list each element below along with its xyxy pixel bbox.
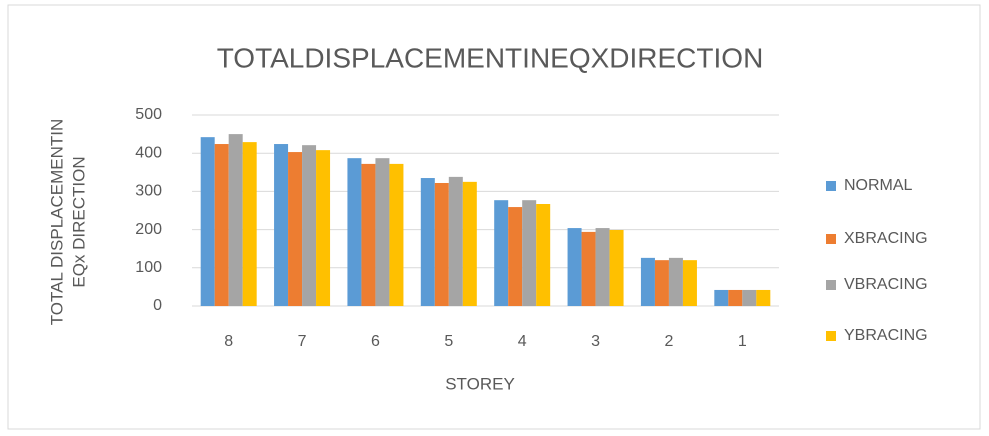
- bar: [682, 260, 697, 306]
- bar: [728, 289, 743, 306]
- y-tick-label: 500: [135, 106, 162, 123]
- legend-label: XBRACING: [844, 230, 928, 247]
- bar: [448, 176, 463, 306]
- x-tick-label: 8: [224, 333, 233, 350]
- y-tick-label: 400: [135, 144, 162, 161]
- bar: [536, 204, 551, 306]
- y-axis-label-line: EQx DIRECTION: [69, 156, 88, 287]
- bar: [361, 163, 376, 306]
- legend-swatch: [826, 331, 836, 341]
- bar: [742, 289, 757, 306]
- legend-label: YBRACING: [844, 327, 928, 344]
- bar: [508, 207, 523, 306]
- bar: [375, 158, 390, 306]
- x-tick-label: 1: [738, 333, 747, 350]
- x-tick-label: 7: [298, 333, 307, 350]
- y-tick-label: 200: [135, 221, 162, 238]
- x-axis-label: STOREY: [445, 374, 515, 393]
- bar: [434, 182, 449, 306]
- x-tick-label: 4: [518, 333, 527, 350]
- legend-swatch: [826, 234, 836, 244]
- chart-frame: [7, 4, 981, 430]
- bar: [654, 260, 669, 306]
- legend-swatch: [826, 181, 836, 191]
- y-tick-label: 100: [135, 259, 162, 276]
- bar: [756, 289, 771, 306]
- bar: [214, 144, 229, 306]
- x-tick-label: 6: [371, 333, 380, 350]
- bar: [302, 145, 317, 306]
- bar: [668, 257, 683, 306]
- x-tick-label: 3: [591, 333, 600, 350]
- bar: [242, 142, 257, 306]
- bar: [274, 144, 289, 306]
- bar: [522, 200, 537, 306]
- bar: [595, 228, 610, 306]
- x-tick-label: 5: [444, 333, 453, 350]
- bar: [389, 163, 404, 306]
- bar: [420, 178, 435, 306]
- bar: [200, 137, 215, 306]
- legend-label: VBRACING: [844, 276, 928, 293]
- x-tick-label: 2: [664, 333, 673, 350]
- bar: [228, 134, 243, 306]
- bar: [347, 158, 362, 306]
- y-tick-label: 300: [135, 183, 162, 200]
- bar: [494, 200, 509, 306]
- bar: [462, 181, 477, 306]
- bar: [714, 289, 729, 306]
- bar: [316, 150, 331, 306]
- y-axis-label: TOTAL DISPLACEMENTIN EQx DIRECTION: [47, 119, 88, 326]
- chart-title: TOTALDISPLACEMENTINEQXDIRECTION: [217, 42, 764, 73]
- bar: [581, 231, 596, 306]
- legend-label: NORMAL: [844, 177, 913, 194]
- bar: [609, 229, 624, 306]
- bar: [567, 228, 582, 306]
- y-axis-label-line: TOTAL DISPLACEMENTIN: [47, 119, 66, 326]
- y-tick-label: 0: [153, 297, 162, 314]
- bar: [640, 257, 655, 306]
- legend-swatch: [826, 280, 836, 290]
- bar: [288, 152, 303, 306]
